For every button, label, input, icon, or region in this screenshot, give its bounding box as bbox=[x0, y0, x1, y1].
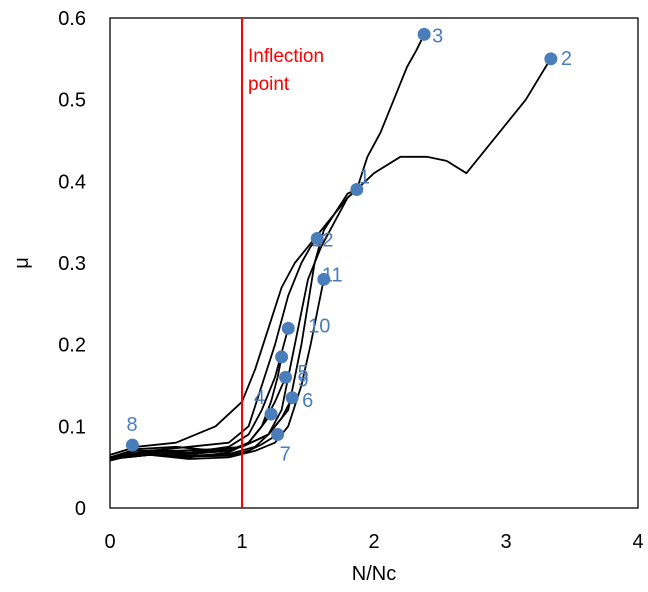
point-label: 5 bbox=[298, 362, 309, 384]
point-marker bbox=[125, 438, 139, 452]
y-tick-label: 0.1 bbox=[58, 416, 86, 438]
y-axis-title: μ bbox=[11, 257, 33, 269]
point-label: 1 bbox=[359, 167, 370, 189]
point-label: 10 bbox=[308, 315, 330, 337]
point-label: 3 bbox=[432, 25, 443, 47]
point-marker bbox=[275, 350, 289, 364]
series-line bbox=[109, 279, 325, 460]
point-markers: 2 3 1 12 11 10 596 4 7 8 bbox=[125, 25, 572, 466]
point-marker bbox=[317, 272, 331, 286]
point-label: 8 bbox=[126, 414, 137, 436]
y-tick-label: 0 bbox=[75, 498, 86, 520]
x-tick-label: 4 bbox=[632, 531, 643, 553]
point-label: 7 bbox=[280, 444, 291, 466]
series-line bbox=[109, 433, 279, 460]
x-axis-title: N/Nc bbox=[352, 563, 396, 585]
point-marker bbox=[310, 232, 324, 245]
point-marker bbox=[271, 428, 285, 441]
point-label: 12 bbox=[311, 230, 333, 252]
series-line bbox=[109, 237, 318, 462]
y-tick-label: 0.3 bbox=[58, 253, 86, 275]
point-label: 9 bbox=[298, 369, 309, 391]
point-label: 2 bbox=[561, 48, 572, 70]
x-tick-label: 2 bbox=[368, 531, 379, 553]
point-marker bbox=[281, 321, 295, 335]
point-label: 4 bbox=[254, 387, 265, 409]
y-tick-label: 0.2 bbox=[58, 335, 86, 357]
point-marker bbox=[350, 183, 364, 196]
series-lines bbox=[109, 33, 552, 462]
x-tick-label: 3 bbox=[500, 531, 511, 553]
plot-area bbox=[109, 17, 639, 509]
point-label: 11 bbox=[322, 264, 343, 286]
axis-ticks: 0 1 2 3 400.10.20.30.40.50.6 bbox=[58, 8, 643, 553]
point-marker bbox=[285, 391, 299, 405]
point-label: 6 bbox=[302, 390, 313, 412]
x-tick-label: 0 bbox=[104, 531, 115, 553]
series-line bbox=[109, 188, 358, 456]
point-marker bbox=[417, 27, 431, 41]
series-line bbox=[109, 413, 272, 459]
y-tick-label: 0.6 bbox=[58, 8, 86, 30]
inflection-label: Inflection bbox=[248, 46, 324, 67]
inflection-label: point bbox=[248, 74, 290, 95]
y-tick-label: 0.5 bbox=[58, 90, 86, 112]
point-marker bbox=[264, 407, 278, 421]
y-tick-label: 0.4 bbox=[58, 171, 86, 193]
point-marker bbox=[279, 370, 293, 384]
point-marker bbox=[544, 52, 558, 66]
x-tick-label: 1 bbox=[236, 531, 247, 553]
